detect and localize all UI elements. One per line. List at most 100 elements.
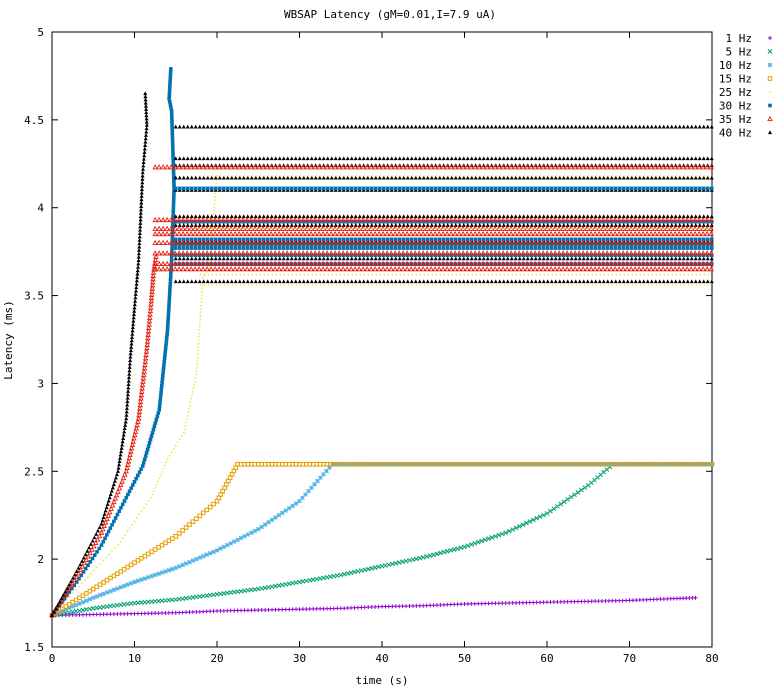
data-point [589,262,594,266]
data-point [158,394,163,398]
data-point [668,461,674,467]
data-point [213,206,216,209]
data-point [592,216,598,223]
data-point [305,156,310,161]
data-point [128,527,131,530]
data-point [156,411,161,415]
data-point [138,221,143,225]
data-point [545,175,550,180]
data-point [633,237,638,242]
data-point [351,284,354,286]
data-point [476,164,482,170]
data-point [225,246,230,250]
data-point [496,239,502,245]
data-point [447,273,450,276]
data-point [236,230,242,237]
data-point [597,156,602,161]
data-point [177,610,182,615]
data-point [692,239,698,245]
data-point [249,124,254,129]
data-point [292,250,298,256]
data-point [576,239,582,245]
data-point [261,214,266,219]
data-point [293,186,298,191]
data-point [80,559,85,563]
data-point [245,186,250,191]
data-point [644,230,650,237]
data-point [641,124,646,129]
data-point [280,216,286,223]
data-point [604,216,610,223]
data-point [293,279,298,284]
data-point [560,216,566,223]
data-point [685,186,690,191]
data-point [311,273,314,276]
data-point [469,214,474,219]
data-point [456,239,462,245]
data-point [616,266,622,272]
data-point [292,164,298,170]
data-point [468,216,474,223]
data-point [700,266,706,272]
data-point [208,609,213,614]
data-point [373,262,378,266]
data-point [185,237,190,242]
data-point [102,560,104,562]
data-point [528,164,534,170]
data-point [479,284,482,286]
data-point [673,262,678,266]
data-point [589,599,594,604]
data-point [253,186,258,191]
data-point [652,250,658,256]
data-point [573,156,578,161]
data-point [661,256,666,261]
data-point [336,266,342,272]
data-point [708,164,714,170]
data-point [130,438,136,444]
data-point [249,608,254,613]
data-point [692,250,698,256]
data-point [653,175,658,180]
data-point [264,266,270,272]
data-point [620,266,626,272]
data-point [189,401,192,403]
data-point [361,237,366,242]
data-point [128,445,135,451]
data-point [348,230,354,237]
data-point [168,282,173,286]
data-point [393,237,398,242]
data-point [331,284,334,286]
data-point [488,216,494,223]
data-point [225,262,230,266]
data-point [472,266,478,272]
data-point [99,563,101,566]
data-point [585,237,590,242]
data-point [397,175,402,180]
data-point [136,473,140,478]
data-point [553,124,558,129]
data-point [170,122,174,127]
data-point [525,262,530,266]
data-point [455,273,458,276]
data-point [138,224,143,229]
data-point [228,164,234,170]
data-point [395,284,398,286]
data-point [579,599,584,604]
data-point [577,237,582,242]
data-point [581,279,586,284]
data-point [464,266,470,272]
data-point [172,179,176,184]
data-point [701,223,706,227]
data-point [129,486,133,490]
data-point [236,239,242,245]
data-point [293,156,298,161]
data-point [224,216,230,223]
data-point [421,186,426,191]
data-point [361,279,366,284]
data-point [416,260,422,266]
data-point [601,186,606,191]
data-point [413,175,418,180]
data-point [338,606,343,611]
data-point [421,124,426,129]
data-point [449,186,454,191]
